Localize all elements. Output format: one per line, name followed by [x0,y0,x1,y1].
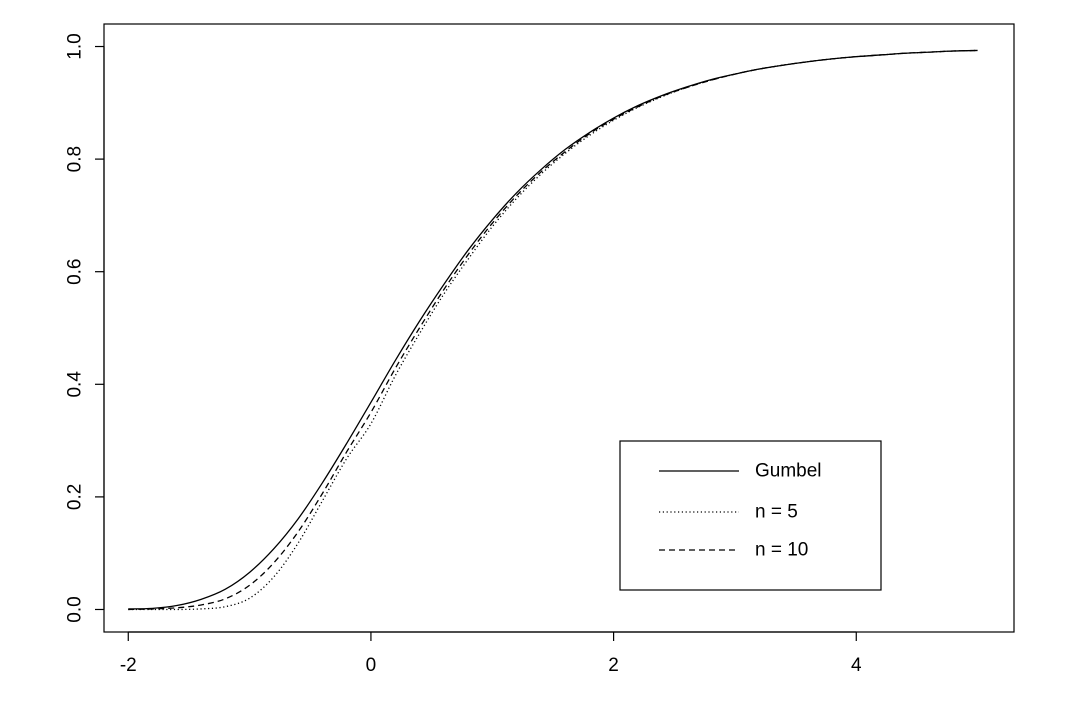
y-axis: 0.0 0.2 0.4 0.6 0.8 1.0 [65,33,105,623]
y-tick-label: 0.8 [65,146,86,172]
x-tick-label: 0 [366,655,377,676]
series-lines [128,49,978,611]
legend-box [619,440,882,591]
legend-label-2: n = 5 [755,502,798,523]
x-tick-label: 2 [608,655,619,676]
y-tick-label: 0.0 [65,596,86,622]
x-tick-label: -2 [120,655,137,676]
legend-label-1: Gumbel [755,461,822,482]
y-tick-label: 0.2 [65,484,86,510]
legend-label-3: n = 10 [755,540,808,561]
x-axis: -2 0 2 4 [120,631,862,676]
legend: Gumbel n = 5 n = 10 [619,440,882,591]
y-tick-label: 0.6 [65,258,86,284]
series-line-3 [128,49,978,611]
y-tick-label: 1.0 [65,33,86,59]
y-tick-label: 0.4 [65,371,86,398]
x-tick-label: 4 [851,655,862,676]
